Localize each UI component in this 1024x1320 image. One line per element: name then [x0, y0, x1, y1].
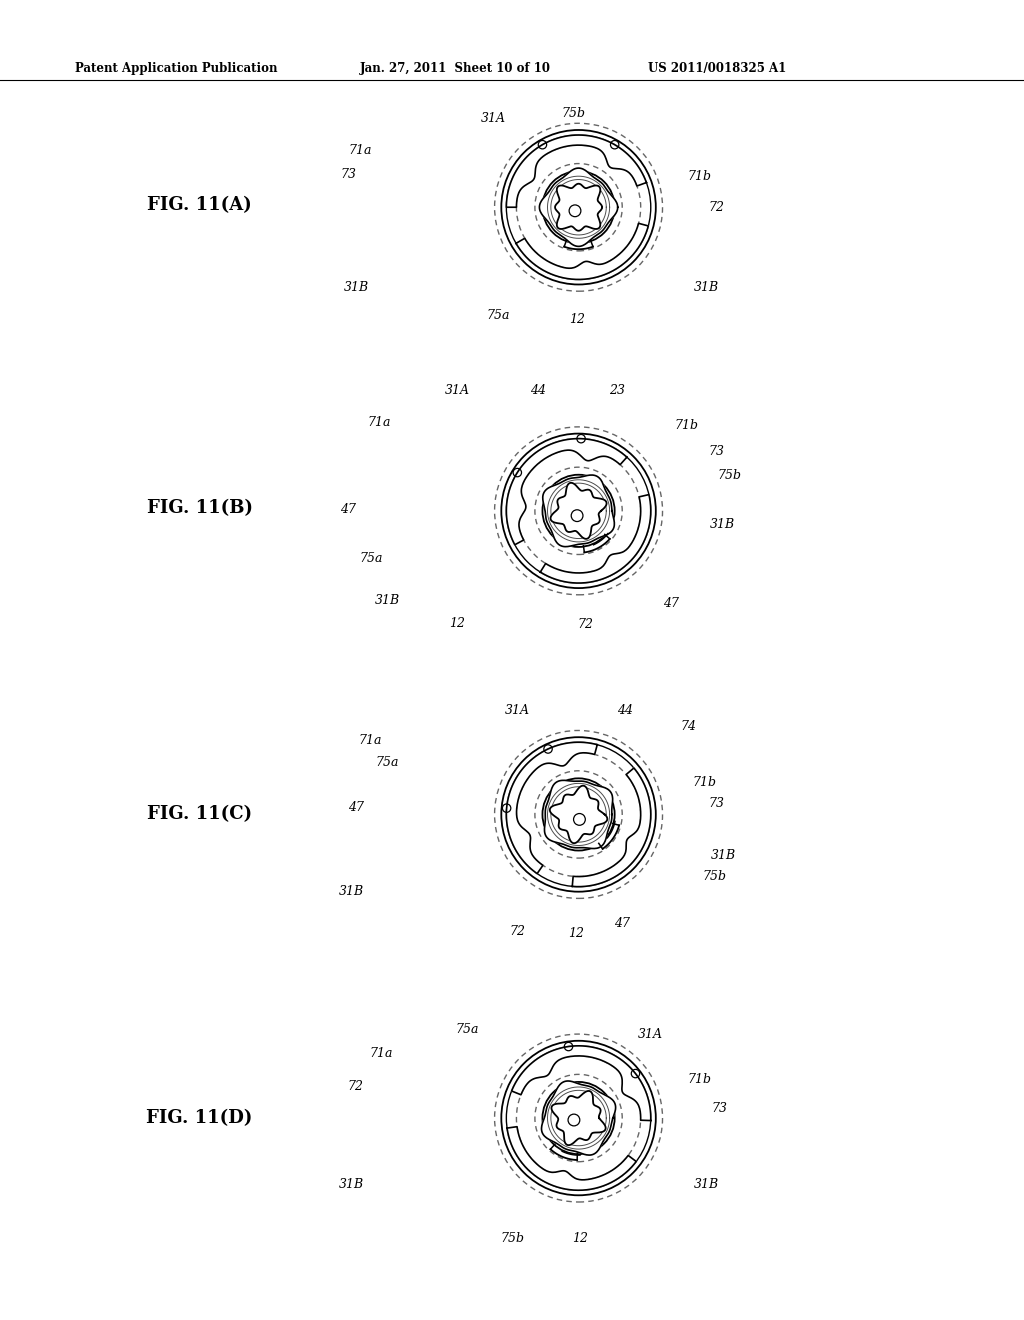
Text: Jan. 27, 2011  Sheet 10 of 10: Jan. 27, 2011 Sheet 10 of 10 — [360, 62, 551, 75]
Polygon shape — [543, 475, 614, 546]
Polygon shape — [545, 780, 612, 849]
Text: 75b: 75b — [717, 469, 741, 482]
Polygon shape — [542, 1081, 615, 1155]
Polygon shape — [512, 1045, 651, 1121]
Text: 75b: 75b — [500, 1232, 524, 1245]
Text: 47: 47 — [663, 597, 679, 610]
Text: 12: 12 — [572, 1232, 589, 1245]
Text: 31B: 31B — [344, 281, 369, 294]
Text: 73: 73 — [340, 168, 356, 181]
Text: 75b: 75b — [702, 870, 727, 883]
Polygon shape — [552, 1090, 605, 1146]
Text: 73: 73 — [709, 797, 725, 810]
Text: 31B: 31B — [339, 1177, 364, 1191]
Text: 71a: 71a — [370, 1047, 392, 1060]
Text: 31A: 31A — [638, 1028, 663, 1041]
Polygon shape — [540, 168, 617, 247]
Polygon shape — [516, 223, 648, 280]
Text: 31B: 31B — [375, 594, 399, 607]
Polygon shape — [506, 135, 646, 207]
Text: 47: 47 — [613, 917, 630, 931]
Polygon shape — [506, 742, 597, 874]
Text: 31A: 31A — [505, 704, 529, 717]
Text: 75b: 75b — [561, 107, 586, 120]
Text: FIG. 11(A): FIG. 11(A) — [147, 195, 252, 214]
Text: 47: 47 — [348, 801, 365, 814]
Text: 71a: 71a — [368, 416, 390, 429]
Text: 31B: 31B — [711, 849, 735, 862]
Text: 71b: 71b — [692, 776, 717, 789]
Polygon shape — [572, 768, 651, 887]
Text: 73: 73 — [709, 445, 725, 458]
Text: Patent Application Publication: Patent Application Publication — [75, 62, 278, 75]
Text: 72: 72 — [347, 1080, 364, 1093]
Text: 71a: 71a — [359, 734, 382, 747]
Text: FIG. 11(C): FIG. 11(C) — [147, 805, 252, 824]
Text: 75a: 75a — [360, 552, 383, 565]
Text: 75a: 75a — [487, 309, 510, 322]
Polygon shape — [550, 785, 607, 843]
Text: FIG. 11(B): FIG. 11(B) — [146, 499, 253, 517]
Polygon shape — [506, 438, 627, 545]
Text: 71b: 71b — [674, 418, 698, 432]
Text: 75a: 75a — [456, 1023, 478, 1036]
Text: 73: 73 — [712, 1102, 728, 1115]
Polygon shape — [507, 1127, 636, 1191]
Text: 31B: 31B — [339, 884, 364, 898]
Text: 47: 47 — [340, 503, 356, 516]
Polygon shape — [555, 183, 602, 231]
Text: US 2011/0018325 A1: US 2011/0018325 A1 — [648, 62, 786, 75]
Text: 71b: 71b — [687, 1073, 712, 1086]
Text: 71a: 71a — [349, 144, 372, 157]
Text: 12: 12 — [569, 313, 586, 326]
Text: 75a: 75a — [376, 756, 398, 770]
Text: 12: 12 — [568, 927, 585, 940]
Polygon shape — [551, 483, 606, 539]
Text: 71b: 71b — [687, 170, 712, 183]
Text: 31B: 31B — [694, 1177, 719, 1191]
Text: 31B: 31B — [710, 517, 734, 531]
Text: 44: 44 — [529, 384, 546, 397]
Text: 72: 72 — [509, 925, 525, 939]
Text: 31A: 31A — [481, 112, 506, 125]
Text: 72: 72 — [709, 201, 725, 214]
Text: 12: 12 — [449, 616, 465, 630]
Text: 31B: 31B — [694, 281, 719, 294]
Text: FIG. 11(D): FIG. 11(D) — [146, 1109, 253, 1127]
Text: 44: 44 — [616, 704, 633, 717]
Text: 74: 74 — [680, 719, 696, 733]
Text: 72: 72 — [578, 618, 594, 631]
Polygon shape — [541, 495, 651, 583]
Text: 31A: 31A — [445, 384, 470, 397]
Text: 23: 23 — [609, 384, 626, 397]
